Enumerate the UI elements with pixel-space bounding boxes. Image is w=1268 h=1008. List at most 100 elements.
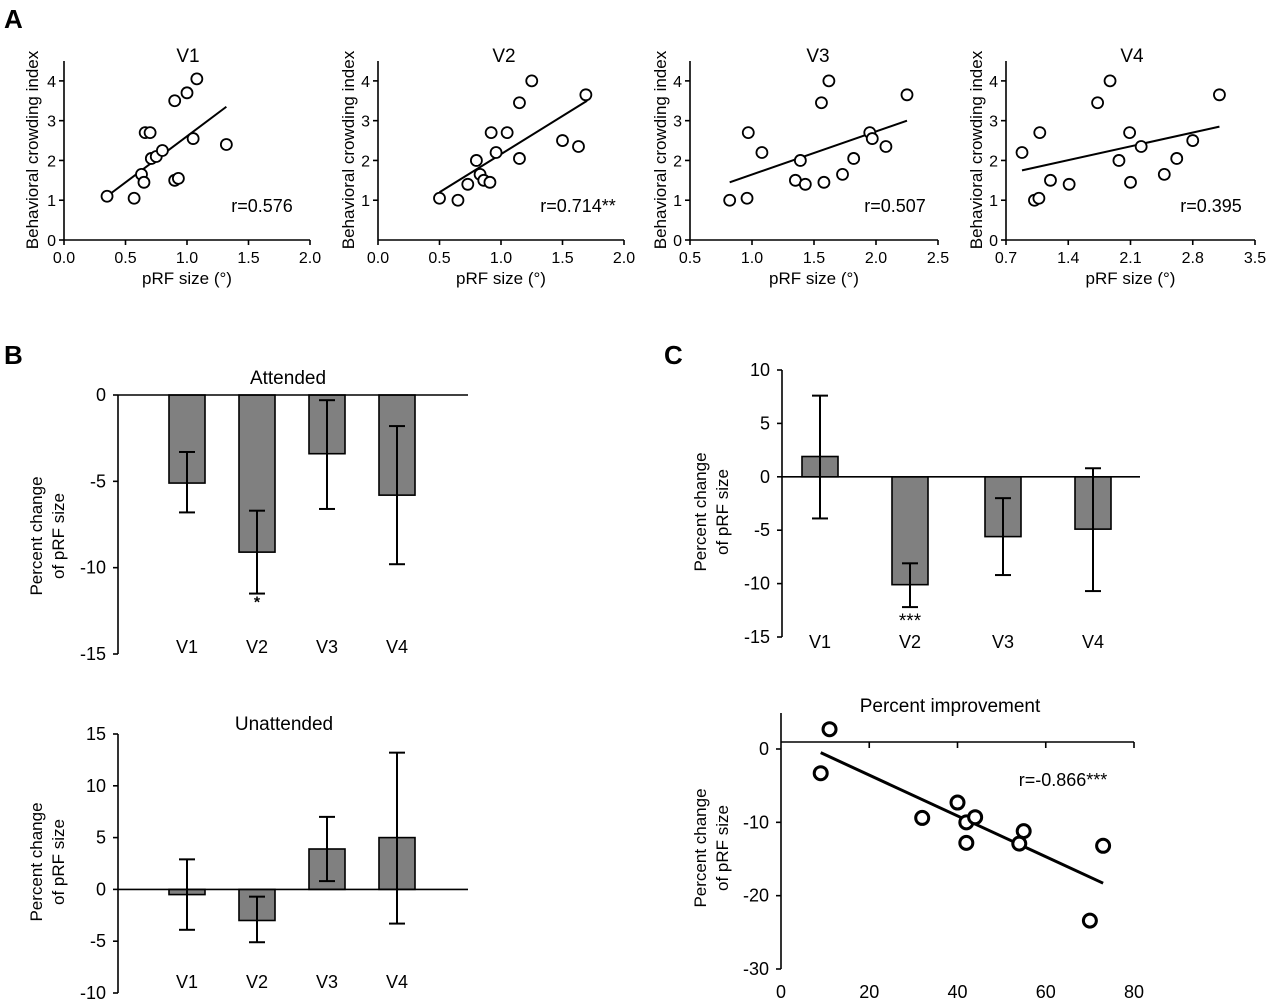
y-tick-label: 10 xyxy=(86,776,106,796)
y-axis-label-line: Percent change xyxy=(27,476,46,595)
data-point xyxy=(572,140,585,153)
y-tick-label: 0 xyxy=(759,739,769,759)
data-point xyxy=(556,134,569,147)
fit-line xyxy=(1021,125,1220,172)
x-tick-label: 1.0 xyxy=(490,250,512,267)
y-tick-label: 2 xyxy=(989,153,998,170)
y-tick-label: 1 xyxy=(47,193,56,210)
y-tick-label: 0 xyxy=(760,467,770,487)
y-axis-label: Behavioral crowding index xyxy=(23,50,42,249)
data-point xyxy=(817,175,831,189)
data-point xyxy=(847,152,861,165)
data-point xyxy=(914,809,931,826)
x-tick-label: 0.5 xyxy=(428,250,450,267)
data-point xyxy=(723,193,737,207)
x-tick-label: 2.0 xyxy=(299,250,321,267)
y-tick-label: -30 xyxy=(743,959,769,979)
chart-b-unattended: 15 10 5 0 -5 -10 V1 V2 V3 V4 Unattended Percent cha… xyxy=(27,714,468,1003)
data-point xyxy=(484,126,498,140)
data-point xyxy=(949,794,966,811)
panel-letter-c: C xyxy=(664,340,683,370)
data-point xyxy=(190,72,204,86)
data-point xyxy=(1015,146,1029,159)
chart-title: V4 xyxy=(1120,46,1144,67)
y-axis-label-line: of pRF size xyxy=(713,805,732,891)
category-label: V4 xyxy=(386,637,408,657)
y-tick-label: -15 xyxy=(744,627,770,647)
y-tick-label: 15 xyxy=(86,724,106,744)
y-tick-label: 3 xyxy=(361,114,370,131)
x-tick-label: 0 xyxy=(776,982,786,1002)
data-point xyxy=(865,132,879,145)
x-tick-label: 0.0 xyxy=(367,250,389,267)
chart-title: Percent improvement xyxy=(860,696,1041,717)
y-tick-label: -15 xyxy=(80,644,106,664)
x-tick-label: 2.5 xyxy=(927,250,949,267)
data-point xyxy=(483,175,497,189)
data-point xyxy=(1081,912,1098,929)
data-point xyxy=(1157,167,1171,181)
x-tick-label: 40 xyxy=(947,982,967,1002)
y-tick-label: 5 xyxy=(760,413,770,433)
data-point xyxy=(741,126,755,140)
y-tick-label: 4 xyxy=(47,74,56,91)
chart-title: Attended xyxy=(250,368,326,389)
x-tick-label: 2.0 xyxy=(613,250,635,267)
x-tick-label: 1.5 xyxy=(803,250,825,267)
correlation-label: r=0.576 xyxy=(231,196,293,216)
y-tick-label: -5 xyxy=(754,520,770,540)
chart-a-v3: 0.5 1.0 1.5 2.0 2.5 0 1 2 3 4 V3 pRF size (°) Behavi… xyxy=(651,46,949,288)
data-point xyxy=(1091,96,1104,110)
x-axis-label: pRF size (°) xyxy=(142,269,232,288)
y-tick-label: 2 xyxy=(361,153,370,170)
correlation-label: r=-0.866*** xyxy=(1019,770,1108,790)
y-tick-label: 3 xyxy=(673,114,682,131)
data-point xyxy=(186,132,200,145)
correlation-label: r=0.395 xyxy=(1180,196,1242,216)
category-label: V1 xyxy=(809,632,831,652)
y-tick-label: -5 xyxy=(90,471,106,491)
y-tick-label: -10 xyxy=(743,812,769,832)
data-point xyxy=(219,138,233,151)
x-tick-label: 0.5 xyxy=(114,250,136,267)
x-tick-label: 80 xyxy=(1124,982,1144,1002)
chart-c-scatter: 0 20 40 60 80 0 -10 -20 -30 Percent improvement r=… xyxy=(691,696,1144,1002)
y-tick-label: 3 xyxy=(47,114,56,131)
y-tick-label: 0 xyxy=(47,233,56,250)
y-tick-label: 0 xyxy=(96,879,106,899)
y-axis-label-line: Percent change xyxy=(691,788,710,907)
data-point xyxy=(127,191,141,205)
y-tick-label: -20 xyxy=(743,886,769,906)
y-axis-label-line: of pRF size xyxy=(713,469,732,555)
x-tick-label: 1.4 xyxy=(1057,250,1079,267)
category-label: V1 xyxy=(176,972,198,992)
data-point xyxy=(433,191,446,205)
x-tick-label: 1.5 xyxy=(237,250,259,267)
x-tick-label: 20 xyxy=(859,982,879,1002)
x-tick-label: 3.5 xyxy=(1244,250,1266,267)
fit-line xyxy=(438,99,588,194)
y-axis-label-line: of pRF size xyxy=(49,819,68,905)
fit-line xyxy=(729,119,908,184)
data-point xyxy=(798,177,812,191)
category-label: V3 xyxy=(316,637,338,657)
data-point xyxy=(461,177,475,191)
panel-letter-b: B xyxy=(4,340,23,370)
category-label: V2 xyxy=(246,637,268,657)
y-tick-label: 3 xyxy=(989,114,998,131)
data-point xyxy=(1062,177,1076,191)
data-point xyxy=(900,88,914,102)
x-tick-label: 2.8 xyxy=(1182,250,1204,267)
data-point xyxy=(1033,126,1047,140)
data-point xyxy=(155,144,169,157)
data-point xyxy=(755,146,769,159)
data-point xyxy=(168,94,182,108)
category-label: V4 xyxy=(386,972,408,992)
x-tick-label: 0.5 xyxy=(679,250,701,267)
category-label: V3 xyxy=(316,972,338,992)
y-axis-label: Percent change of pRF size xyxy=(27,476,68,595)
data-point xyxy=(1044,173,1057,187)
data-point xyxy=(451,193,465,207)
category-label: V2 xyxy=(899,632,921,652)
